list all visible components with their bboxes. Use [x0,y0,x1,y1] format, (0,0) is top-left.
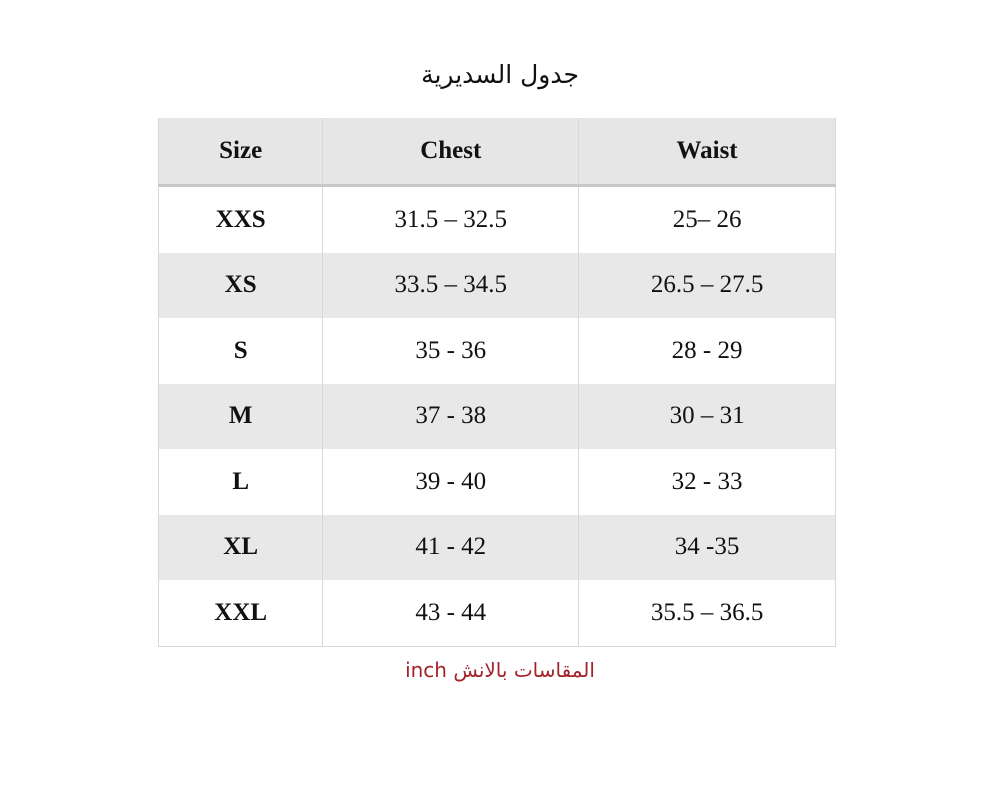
table-header-row: Size Chest Waist [157,118,836,187]
table-row: XXS 31.5 – 32.5 25– 26 [157,185,836,253]
header-chest: Chest [322,118,580,187]
table-row: M 37 - 38 30 – 31 [157,383,836,449]
cell-size: S [157,318,324,384]
cell-waist: 28 - 29 [578,318,836,384]
table-row: XS 33.5 – 34.5 26.5 – 27.5 [157,252,836,318]
cell-chest: 43 - 44 [322,580,580,647]
header-size: Size [157,118,324,187]
cell-size: L [157,449,324,515]
cell-chest: 35 - 36 [322,318,580,384]
cell-size: XXL [157,580,324,647]
cell-waist: 34 -35 [578,514,836,580]
cell-chest: 37 - 38 [322,383,580,449]
cell-size: M [157,383,324,449]
header-waist: Waist [578,118,836,187]
cell-chest: 41 - 42 [322,514,580,580]
cell-chest: 33.5 – 34.5 [322,252,580,318]
table-row: XXL 43 - 44 35.5 – 36.5 [157,580,836,647]
table-row: S 35 - 36 28 - 29 [157,318,836,384]
table-row: L 39 - 40 32 - 33 [157,449,836,515]
cell-waist: 32 - 33 [578,449,836,515]
table-row: XL 41 - 42 34 -35 [157,514,836,580]
cell-waist: 26.5 – 27.5 [578,252,836,318]
units-note: المقاسات بالانش inch [405,658,595,682]
page-title: جدول السديرية [421,60,579,89]
cell-size: XXS [157,185,324,253]
cell-chest: 39 - 40 [322,449,580,515]
cell-waist: 35.5 – 36.5 [578,580,836,647]
cell-chest: 31.5 – 32.5 [322,185,580,253]
size-chart-table: Size Chest Waist XXS 31.5 – 32.5 25– 26 XS 3… [157,118,836,647]
cell-size: XL [157,514,324,580]
cell-waist: 30 – 31 [578,383,836,449]
cell-waist: 25– 26 [578,185,836,253]
cell-size: XS [157,252,324,318]
